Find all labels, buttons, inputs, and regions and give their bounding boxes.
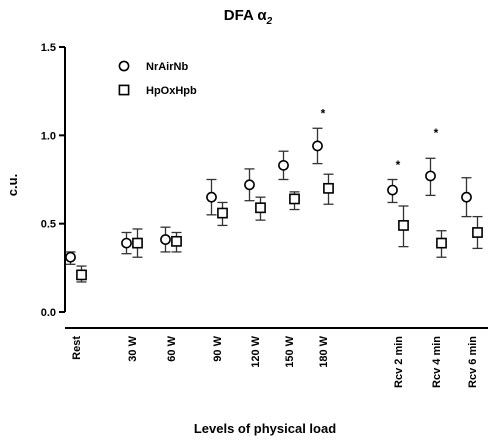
plot-area: 0.0 0.5 1.0 1.5 Rest 30 W 60 W 90 W 120 W 150 W 18… — [41, 42, 488, 388]
y-tick-label: 0.0 — [41, 307, 56, 319]
x-tick-label: 30 W — [127, 335, 139, 361]
data-point-circle — [425, 170, 436, 182]
data-point-circle — [387, 184, 398, 196]
data-point-circle — [65, 251, 76, 263]
y-tick-label: 0.5 — [41, 219, 56, 231]
data-point-circle — [244, 179, 255, 191]
legend-label: NrAirNb — [146, 61, 188, 73]
x-axis-label: Levels of physical load — [194, 421, 336, 436]
significance-marker: * — [321, 107, 326, 121]
data-point-square — [255, 202, 266, 214]
x-tick-label: 90 W — [212, 335, 224, 361]
data-point-square — [289, 193, 300, 205]
y-tick-label: 1.5 — [41, 42, 56, 54]
chart-title: DFA α2 — [224, 7, 273, 27]
data-point-square — [171, 235, 182, 247]
legend-label: HpOxHpb — [146, 85, 197, 97]
x-tick-label: 180 W — [318, 335, 330, 367]
chart-title-subscript: 2 — [266, 16, 273, 27]
data-point-circle — [206, 191, 217, 203]
data-point-square — [436, 237, 447, 249]
legend-marker-circle — [118, 60, 130, 72]
data-point-circle — [461, 191, 472, 203]
data-point-square — [132, 237, 143, 249]
x-tick-label: Rcv 2 min — [393, 336, 405, 388]
x-tick-label: 60 W — [166, 335, 178, 361]
x-tick-label: Rcv 6 min — [467, 336, 479, 388]
data-point-square — [323, 182, 334, 194]
data-point-circle — [121, 237, 132, 249]
data-point-square — [472, 227, 483, 238]
data-point-circle — [278, 159, 289, 171]
chart-title-text: DFA α — [224, 7, 268, 24]
data-point-square — [398, 220, 409, 231]
x-tick-label: 150 W — [284, 335, 296, 367]
significance-marker: * — [434, 126, 439, 140]
legend: NrAirNb HpOxHpb — [118, 60, 197, 97]
x-tick-label: Rest — [71, 336, 83, 360]
data-point-circle — [312, 140, 323, 152]
x-tick-label: 120 W — [250, 335, 262, 367]
x-tick-label: Rcv 4 min — [431, 336, 443, 388]
significance-marker: * — [396, 158, 401, 172]
data-point-square — [76, 269, 87, 281]
data-point-circle — [160, 234, 171, 245]
y-axis-label: c.u. — [5, 174, 20, 196]
y-tick-label: 1.0 — [41, 130, 56, 142]
data-point-square — [217, 207, 228, 219]
legend-marker-square — [118, 84, 130, 96]
